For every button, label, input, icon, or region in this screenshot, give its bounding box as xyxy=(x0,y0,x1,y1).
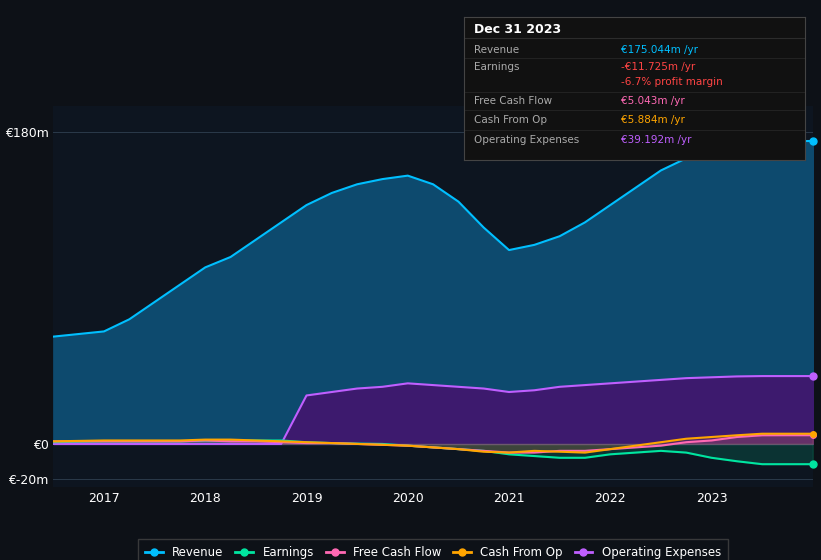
Text: -€11.725m /yr: -€11.725m /yr xyxy=(621,63,695,72)
Text: Earnings: Earnings xyxy=(474,63,520,72)
Text: €5.884m /yr: €5.884m /yr xyxy=(621,115,685,125)
Text: €175.044m /yr: €175.044m /yr xyxy=(621,45,698,55)
Text: €5.043m /yr: €5.043m /yr xyxy=(621,96,685,106)
Text: -6.7% profit margin: -6.7% profit margin xyxy=(621,77,722,87)
Text: Free Cash Flow: Free Cash Flow xyxy=(474,96,553,106)
Text: Operating Expenses: Operating Expenses xyxy=(474,134,580,144)
Text: Dec 31 2023: Dec 31 2023 xyxy=(474,23,562,36)
Text: Cash From Op: Cash From Op xyxy=(474,115,547,125)
Text: Revenue: Revenue xyxy=(474,45,519,55)
Legend: Revenue, Earnings, Free Cash Flow, Cash From Op, Operating Expenses: Revenue, Earnings, Free Cash Flow, Cash … xyxy=(138,539,728,560)
Text: €39.192m /yr: €39.192m /yr xyxy=(621,134,691,144)
